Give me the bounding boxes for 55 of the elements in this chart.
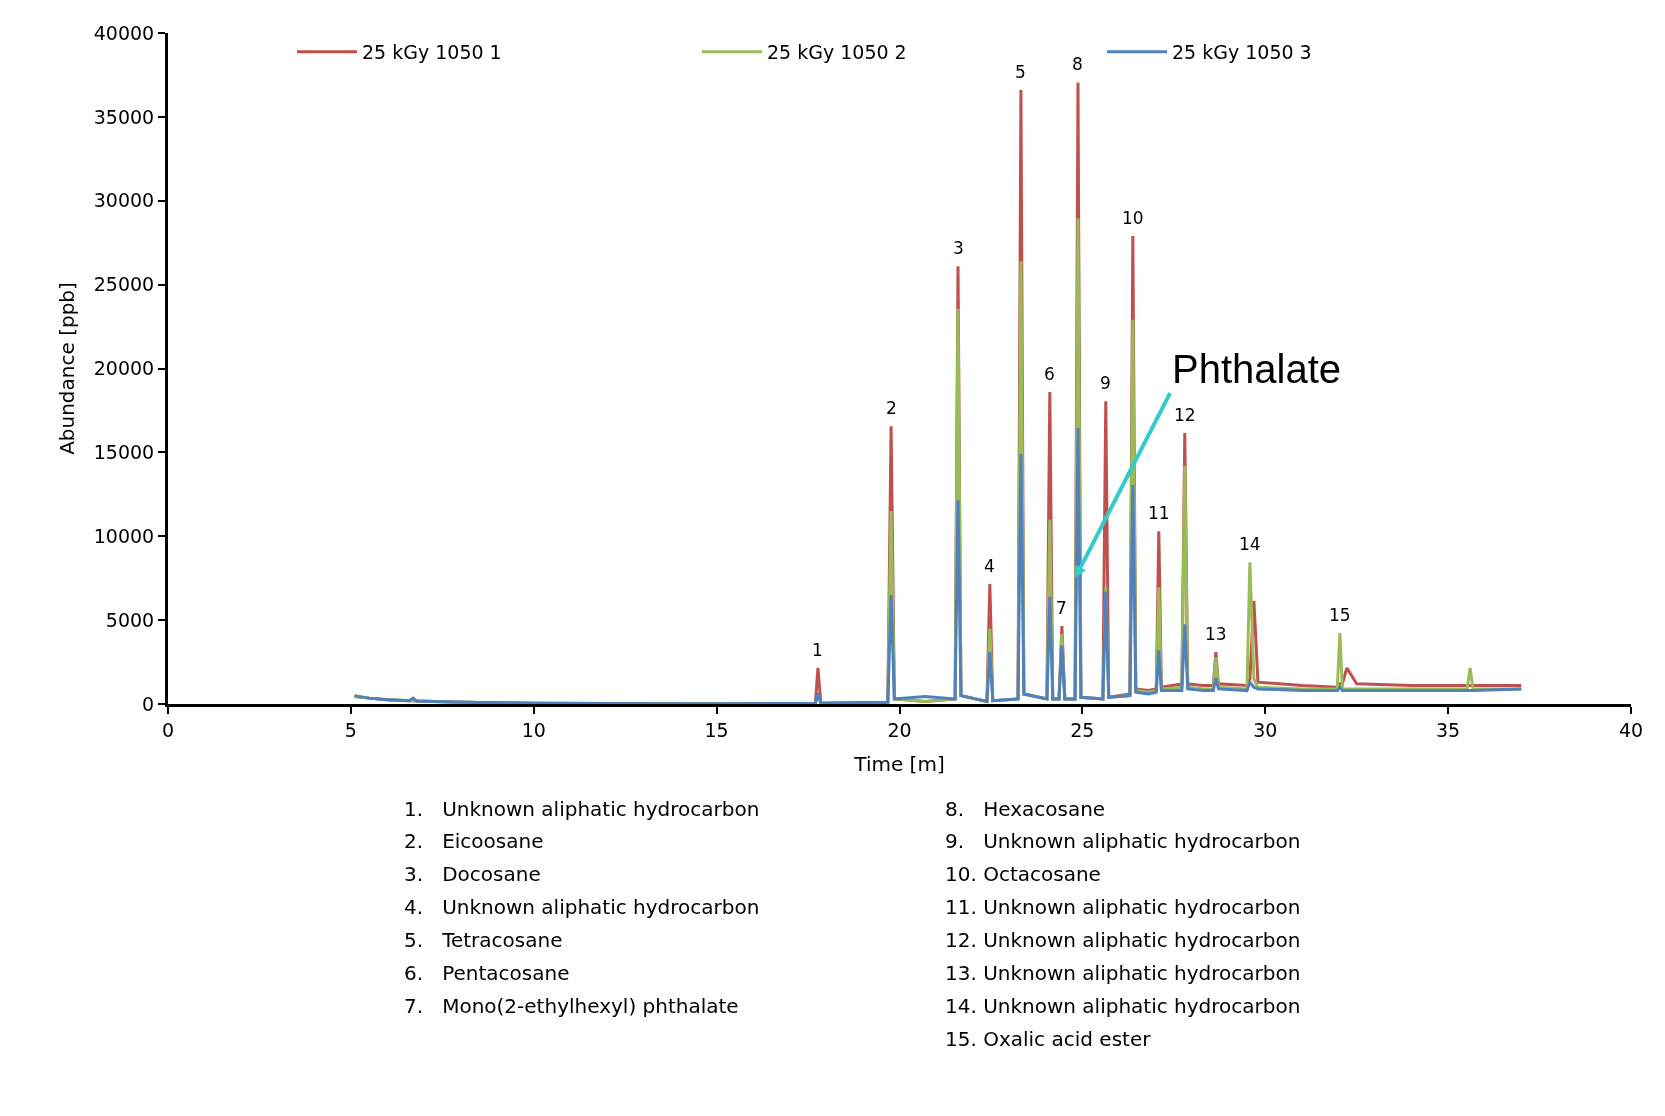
y-tick-label: 25000	[93, 273, 155, 296]
x-axis-title: Time [m]	[853, 752, 945, 777]
annotation: 14	[1239, 534, 1261, 554]
text: 15. Oxalic acid ester	[945, 1027, 1152, 1051]
annotation: Phthalate	[1172, 347, 1342, 391]
text: 8. Hexacosane	[945, 797, 1106, 821]
x-tick-label: 0	[161, 718, 175, 741]
x-tick-label: 20	[887, 718, 912, 741]
text: 4. Unknown aliphatic hydrocarbon	[404, 895, 760, 919]
annotation: 4	[984, 556, 995, 576]
annotation: 15	[1329, 605, 1351, 625]
annotation: 13	[1205, 624, 1227, 644]
x-tick-label: 25	[1070, 718, 1095, 741]
text: 7. Mono(2-ethylhexyl) phthalate	[404, 994, 739, 1018]
annotation: 7	[1056, 598, 1067, 618]
y-tick-label: 10000	[93, 524, 155, 547]
annotation: 2	[886, 398, 897, 418]
x-tick-label: 5	[344, 718, 357, 741]
annotation: 6	[1044, 364, 1055, 384]
text: 3. Docosane	[404, 862, 541, 886]
annotation: 5	[1015, 62, 1026, 82]
x-tick-label: 40	[1618, 718, 1644, 741]
text: 14. Unknown aliphatic hydrocarbon	[945, 994, 1301, 1018]
y-tick-label: 20000	[93, 357, 155, 380]
text: 9. Unknown aliphatic hydrocarbon	[945, 829, 1301, 853]
annotation: 1	[812, 640, 823, 660]
x-tick-label: 15	[704, 718, 729, 741]
y-tick-label: 5000	[105, 608, 155, 631]
line-series	[353, 426, 1523, 704]
text: 6. Pentacosane	[404, 961, 570, 985]
annotation: 9	[1100, 373, 1111, 393]
y-tick-label: 40000	[93, 21, 155, 44]
legend-label: 25 kGy 1050 1	[362, 41, 502, 64]
y-tick-label: 30000	[93, 189, 155, 212]
y-tick-label: 15000	[93, 441, 155, 464]
x-tick-label: 35	[1436, 718, 1461, 741]
text: 12. Unknown aliphatic hydrocarbon	[945, 928, 1301, 952]
annotation: 10	[1122, 208, 1144, 228]
text: 2. Eicoosane	[404, 829, 544, 853]
text: 5. Tetracosane	[404, 928, 563, 952]
legend-label: 25 kGy 1050 3	[1172, 41, 1312, 64]
legend-label: 25 kGy 1050 2	[767, 41, 907, 64]
text: 11. Unknown aliphatic hydrocarbon	[945, 895, 1301, 919]
y-tick-label: 35000	[93, 105, 155, 128]
x-tick-label: 10	[521, 718, 546, 741]
x-tick-label: 30	[1253, 718, 1278, 741]
text: 10. Octacosane	[945, 862, 1101, 886]
y-tick-label: 0	[142, 692, 155, 715]
annotation: 11	[1148, 503, 1170, 523]
annotation: 8	[1072, 54, 1083, 74]
annotation: 3	[953, 238, 964, 258]
y-axis-title: Abundance [ppb]	[55, 282, 80, 455]
text: 1. Unknown aliphatic hydrocarbon	[404, 797, 760, 821]
annotation: 12	[1174, 405, 1196, 425]
text: 13. Unknown aliphatic hydrocarbon	[945, 961, 1301, 985]
